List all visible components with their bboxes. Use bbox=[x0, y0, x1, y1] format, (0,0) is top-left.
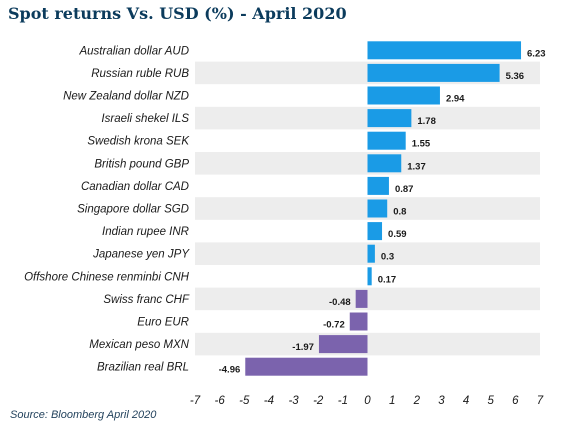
x-tick-label: -5 bbox=[239, 395, 250, 407]
value-label: 0.87 bbox=[395, 184, 414, 195]
bar bbox=[367, 244, 375, 263]
category-label: Israeli shekel ILS bbox=[101, 113, 189, 125]
category-label: Australian dollar AUD bbox=[78, 45, 189, 57]
x-tick-label: 0 bbox=[364, 395, 371, 407]
chart-title: Spot returns Vs. USD (%) - April 2020 bbox=[8, 4, 347, 23]
x-tick-label: -4 bbox=[264, 395, 274, 407]
x-tick-label: 3 bbox=[438, 395, 445, 407]
value-label: 6.23 bbox=[527, 48, 546, 59]
value-label: 5.36 bbox=[506, 71, 524, 82]
x-tick-label: 2 bbox=[413, 395, 421, 407]
x-tick-label: -1 bbox=[338, 395, 348, 407]
category-label: Euro EUR bbox=[137, 317, 189, 329]
x-tick-label: -2 bbox=[313, 395, 324, 407]
bar bbox=[367, 86, 440, 105]
bar bbox=[245, 357, 368, 376]
bar bbox=[367, 176, 389, 195]
value-label: 1.37 bbox=[407, 161, 426, 172]
bar bbox=[367, 267, 372, 286]
bar bbox=[355, 289, 368, 308]
category-label: Mexican peso MXN bbox=[89, 339, 189, 351]
bars bbox=[245, 41, 522, 376]
x-tick-label: 4 bbox=[463, 395, 469, 407]
value-label: -4.96 bbox=[219, 365, 241, 376]
bar bbox=[367, 199, 388, 218]
bar bbox=[367, 41, 522, 60]
bar bbox=[318, 335, 368, 354]
x-tick-label: 6 bbox=[512, 395, 519, 407]
source-note: Source: Bloomberg April 2020 bbox=[10, 409, 157, 421]
category-label: Russian ruble RUB bbox=[91, 68, 189, 80]
x-tick-label: -6 bbox=[215, 395, 226, 407]
value-label: -0.48 bbox=[329, 297, 351, 308]
category-label: Brazilian real BRL bbox=[97, 362, 189, 374]
category-labels: Australian dollar AUD Russian ruble RUB Ne… bbox=[24, 45, 190, 373]
bar bbox=[367, 222, 383, 241]
category-label: British pound GBP bbox=[94, 158, 189, 170]
value-label: -1.97 bbox=[292, 342, 314, 353]
bar bbox=[367, 131, 406, 150]
category-label: Canadian dollar CAD bbox=[81, 181, 189, 193]
category-label: Singapore dollar SGD bbox=[77, 204, 189, 216]
category-label: Offshore Chinese renminbi CNH bbox=[24, 271, 190, 283]
bar bbox=[349, 312, 368, 331]
value-label: 2.94 bbox=[446, 94, 465, 105]
bar bbox=[367, 63, 500, 82]
value-label: 1.78 bbox=[417, 116, 436, 127]
bar bbox=[367, 109, 412, 128]
x-tick-label: 5 bbox=[488, 395, 495, 407]
value-label: 0.3 bbox=[381, 252, 394, 263]
value-labels: 6.23 5.36 2.94 1.78 1.55 1.37 0.87 0.8 0.59 0.3 0.… bbox=[219, 48, 546, 375]
bar bbox=[367, 154, 402, 173]
value-label: 0.17 bbox=[378, 274, 397, 285]
value-label: 0.8 bbox=[393, 207, 406, 218]
category-label: New Zealand dollar NZD bbox=[63, 91, 189, 103]
x-tick-label: 1 bbox=[389, 395, 395, 407]
value-label: 0.59 bbox=[388, 229, 407, 240]
value-label: 1.55 bbox=[412, 139, 431, 150]
x-tick-label: -7 bbox=[190, 395, 201, 407]
category-label: Swiss franc CHF bbox=[103, 294, 190, 306]
category-label: Swedish krona SEK bbox=[87, 136, 190, 148]
x-axis-ticks: -7 -6 -5 -4 -3 -2 -1 0 1 2 3 4 5 6 7 bbox=[190, 395, 544, 407]
value-label: -0.72 bbox=[323, 320, 345, 331]
category-label: Japanese yen JPY bbox=[92, 249, 190, 261]
x-tick-label: 7 bbox=[537, 395, 544, 407]
x-tick-label: -3 bbox=[288, 395, 299, 407]
category-label: Indian rupee INR bbox=[102, 226, 189, 238]
